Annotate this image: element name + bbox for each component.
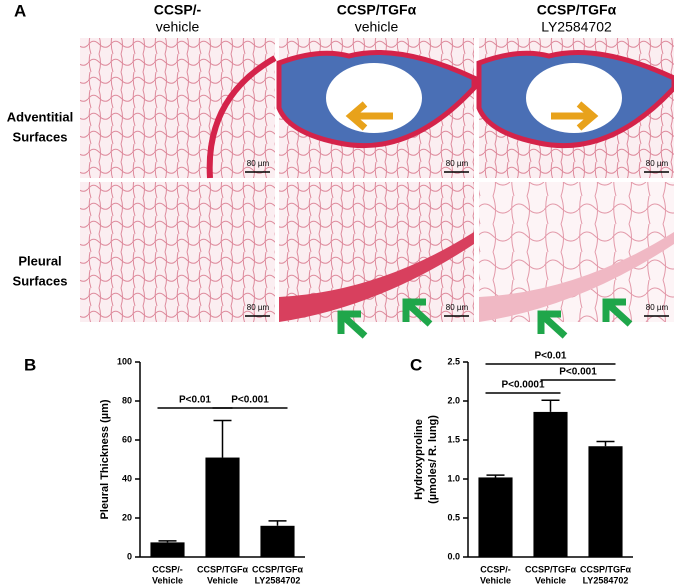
- error-bar: [596, 440, 615, 447]
- bar: [260, 525, 295, 557]
- y-axis-label: Pleural Thickness (µm): [99, 399, 111, 519]
- row-label: Surfaces: [13, 129, 68, 144]
- arrow: [337, 310, 368, 339]
- y-tick-label: 0.0: [447, 551, 460, 561]
- micrograph: 80 µm: [276, 38, 477, 178]
- x-tick-label: LY2584702: [255, 575, 301, 585]
- column-header: CCSP/TGFα: [337, 2, 417, 18]
- tissue: [80, 38, 275, 178]
- x-tick-label: CCSP/TGFα: [580, 564, 632, 574]
- column-header: LY2584702: [541, 19, 612, 35]
- y-tick-label: 20: [122, 512, 132, 522]
- panel-label: A: [14, 1, 26, 20]
- significance-label: P<0.01: [535, 351, 567, 362]
- y-axis-label: Hydroxyproline: [413, 419, 425, 500]
- y-tick-label: 2.0: [447, 395, 460, 405]
- micrograph: 80 µm: [279, 182, 474, 339]
- arrow: [537, 310, 568, 339]
- y-tick-label: 40: [122, 473, 132, 483]
- x-tick-label: Vehicle: [207, 575, 238, 585]
- x-tick-label: LY2584702: [583, 575, 629, 585]
- x-tick-label: CCSP/TGFα: [252, 564, 304, 574]
- micrograph: 80 µm: [80, 38, 277, 179]
- micrograph: 80 µm: [476, 38, 674, 178]
- y-tick-label: 100: [117, 356, 132, 366]
- pleura: [479, 232, 674, 322]
- arrow: [551, 101, 599, 131]
- bar: [205, 457, 240, 557]
- tissue: [80, 182, 275, 322]
- y-tick-label: 0: [127, 551, 132, 561]
- scale-bar-label: 80 µm: [446, 159, 469, 168]
- scale-bar-label: 80 µm: [247, 303, 270, 312]
- y-tick-label: 0.5: [447, 512, 460, 522]
- row-label: Adventitial: [7, 109, 73, 124]
- y-tick-label: 2.5: [447, 356, 460, 366]
- scale-bar-label: 80 µm: [646, 303, 669, 312]
- bar: [533, 411, 568, 557]
- x-tick-label: CCSP/TGFα: [197, 564, 249, 574]
- x-tick-label: Vehicle: [152, 575, 183, 585]
- x-tick-label: CCSP/-: [152, 564, 183, 574]
- pleura: [279, 232, 474, 322]
- column-header: vehicle: [156, 19, 200, 35]
- significance-label: P<0.001: [231, 395, 269, 406]
- error-bar: [158, 540, 177, 543]
- y-tick-label: 1.0: [447, 473, 460, 483]
- panel-label: B: [24, 355, 36, 374]
- y-tick-label: 1.5: [447, 434, 460, 444]
- panel-label: C: [410, 355, 422, 374]
- significance-label: P<0.001: [559, 367, 597, 378]
- lumen: [526, 63, 622, 133]
- error-bar: [486, 474, 505, 478]
- x-tick-label: CCSP/-: [480, 564, 511, 574]
- column-header: vehicle: [355, 19, 399, 35]
- x-tick-label: Vehicle: [535, 575, 566, 585]
- airway: [206, 55, 277, 179]
- y-axis-label: (µmoles/ R. lung): [427, 415, 439, 504]
- bar: [588, 446, 623, 557]
- error-bar: [268, 520, 287, 526]
- scale-bar-label: 80 µm: [247, 159, 270, 168]
- scale-bar-label: 80 µm: [446, 303, 469, 312]
- significance-label: P<0.01: [179, 395, 211, 406]
- arrow: [602, 298, 633, 327]
- micrograph: 80 µm: [80, 182, 275, 322]
- error-bar: [541, 399, 560, 412]
- arrow: [402, 298, 433, 327]
- bar: [150, 542, 185, 557]
- bar: [478, 477, 513, 557]
- micrograph: 80 µm: [479, 182, 674, 339]
- scale-bar-label: 80 µm: [646, 159, 669, 168]
- y-tick-label: 60: [122, 434, 132, 444]
- x-tick-label: Vehicle: [480, 575, 511, 585]
- column-header: CCSP/TGFα: [537, 2, 617, 18]
- significance-label: P<0.0001: [501, 380, 545, 391]
- x-tick-label: CCSP/TGFα: [525, 564, 577, 574]
- y-tick-label: 80: [122, 395, 132, 405]
- column-header: CCSP/-: [154, 2, 202, 18]
- error-bar: [213, 419, 232, 458]
- row-label: Surfaces: [13, 273, 68, 288]
- arrow: [345, 101, 393, 131]
- lumen: [326, 63, 422, 133]
- row-label: Pleural: [18, 253, 61, 268]
